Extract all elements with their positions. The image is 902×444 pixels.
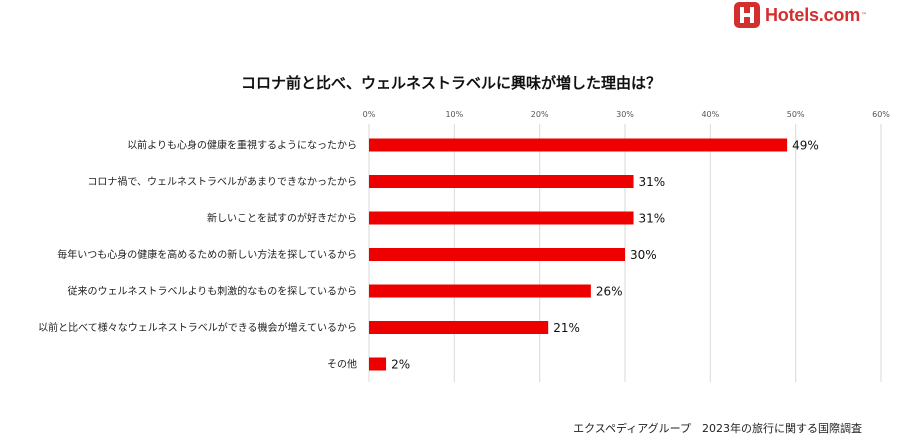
tick-label: 50%: [787, 110, 805, 119]
bar: [369, 284, 591, 298]
bar: [369, 138, 788, 152]
category-label: コロナ禍で、ウェルネストラベルがあまりできなかったから: [87, 175, 357, 188]
category-label: 新しいことを試すのが好きだから: [207, 212, 357, 225]
hotels-logo-icon: [734, 2, 760, 28]
hotels-com-logo: Hotels.com ™: [734, 2, 867, 28]
category-label: 以前と比べて様々なウェルネストラベルができる機会が増えているから: [38, 321, 357, 334]
data-label: 26%: [596, 285, 623, 299]
bar: [369, 321, 549, 334]
bars: [369, 138, 788, 371]
bar: [369, 175, 634, 188]
data-label: 49%: [792, 139, 819, 153]
logo-text: Hotels.com: [765, 4, 861, 25]
data-label: 30%: [630, 248, 657, 262]
axis-tick-labels: 0% 10% 20% 30% 40% 50% 60%: [363, 110, 891, 119]
data-label: 21%: [553, 321, 580, 335]
chart-title: コロナ前と比べ、ウェルネストラベルに興味が増した理由は？: [240, 74, 661, 92]
tick-label: 60%: [872, 110, 890, 119]
tick-label: 40%: [701, 110, 719, 119]
category-label: 毎年いつも心身の健康を高めるための新しい方法を探しているから: [57, 248, 357, 261]
data-labels: 49% 31% 31% 30% 26% 21% 2%: [391, 139, 819, 372]
bar: [369, 357, 387, 371]
source-note: エクスペディアグループ 2023年の旅行に関する国際調査: [573, 422, 862, 435]
bar: [369, 248, 625, 261]
tick-label: 30%: [616, 110, 634, 119]
category-label: その他: [327, 358, 357, 371]
data-label: 31%: [639, 212, 666, 226]
category-label: 以前よりも心身の健康を重視するようになったから: [127, 139, 357, 152]
logo-trademark: ™: [861, 11, 868, 19]
data-label: 31%: [639, 175, 666, 189]
tick-label: 10%: [445, 110, 463, 119]
category-labels: 以前よりも心身の健康を重視するようになったからコロナ禍で、ウェルネストラベルがあ…: [38, 139, 357, 371]
category-label: 従来のウェルネストラベルよりも刺激的なものを探しているから: [68, 285, 358, 298]
tick-label: 0%: [363, 110, 376, 119]
bar: [369, 211, 634, 225]
tick-label: 20%: [531, 110, 549, 119]
data-label: 2%: [391, 358, 410, 372]
